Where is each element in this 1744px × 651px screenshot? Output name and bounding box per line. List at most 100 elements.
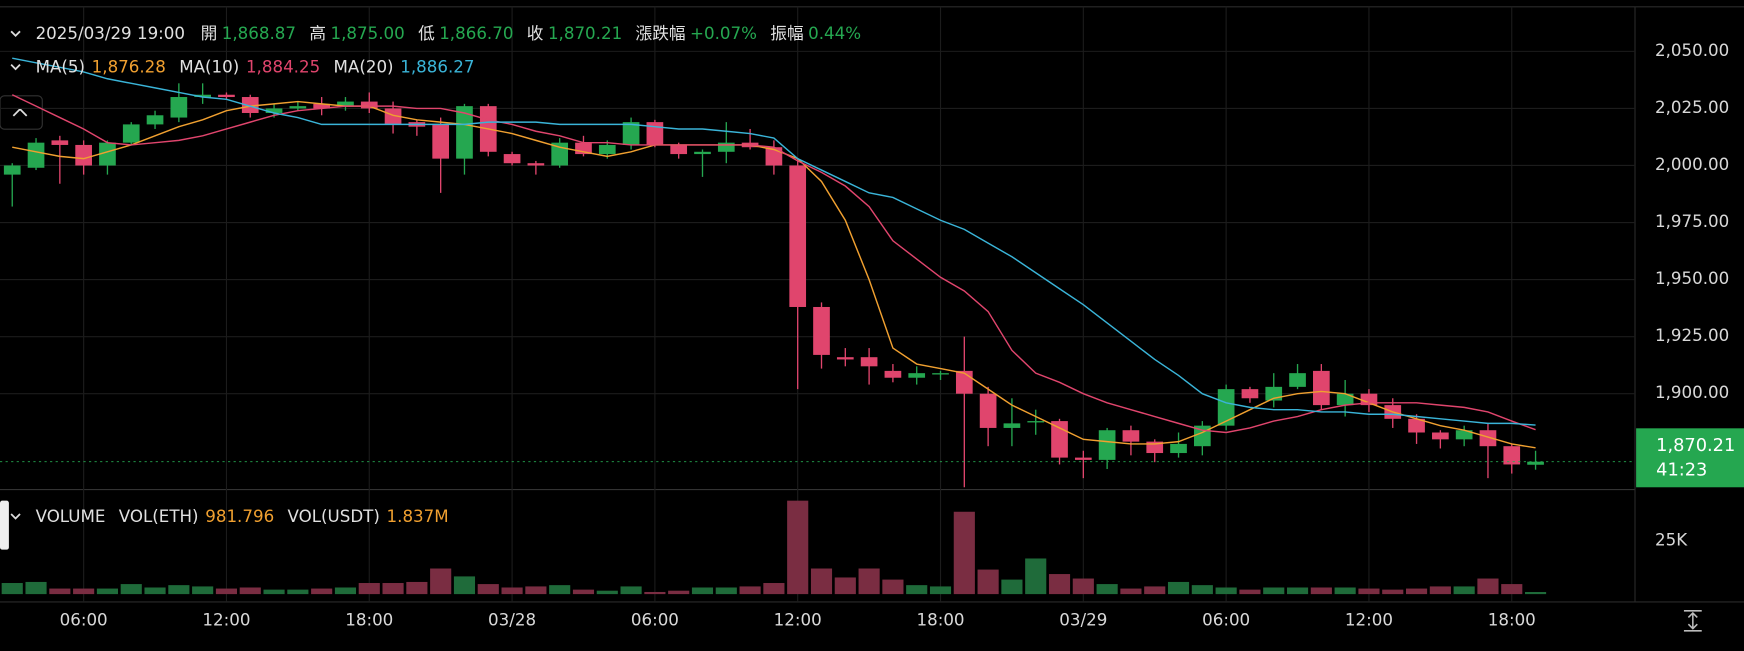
header-value: 1,875.00 <box>330 24 404 43</box>
candle-body <box>313 103 331 109</box>
volume-bar <box>977 569 999 595</box>
x-tick-label: 12:00 <box>202 610 250 629</box>
volume-bar <box>1310 587 1332 595</box>
volume-bar <box>25 581 47 595</box>
volume-bar <box>501 587 523 595</box>
volume-bar <box>49 588 71 595</box>
x-tick-label: 06:00 <box>631 610 679 629</box>
volume-bar <box>453 576 476 595</box>
header-value: +0.07% <box>690 24 757 43</box>
volume-bar <box>311 588 333 595</box>
volume-bar <box>477 584 499 595</box>
volume-bar <box>525 586 547 595</box>
collapse-icon[interactable] <box>10 64 21 71</box>
candle-body <box>265 108 283 113</box>
volume-bar <box>287 589 309 595</box>
candle-body <box>1003 423 1021 428</box>
volume-bar <box>1072 578 1094 595</box>
header-label: 振幅 <box>770 24 803 43</box>
ma-line <box>12 57 1536 426</box>
candle-body <box>836 357 854 360</box>
candle-body <box>884 370 902 378</box>
volume-bar <box>1524 592 1547 595</box>
volume-bar <box>834 577 856 595</box>
candle-body <box>908 373 926 378</box>
volume-bar <box>73 588 95 595</box>
candle-body <box>1479 430 1497 447</box>
x-tick-label: 03/29 <box>1059 610 1107 629</box>
candle-body <box>1336 393 1354 406</box>
candle-body <box>1313 370 1330 406</box>
volume-bar <box>715 587 737 595</box>
candle-body <box>1217 389 1235 426</box>
volume-bar <box>953 511 975 595</box>
volume-bar <box>430 568 452 595</box>
last-price-label: 1,870.21 <box>1656 435 1735 456</box>
volume-bar <box>596 590 618 595</box>
volume-bar <box>1477 578 1499 595</box>
header-value: 1,866.70 <box>439 24 513 43</box>
volume-bar <box>763 583 785 595</box>
volume-bar <box>1239 589 1261 595</box>
volume-bar <box>1 583 23 595</box>
candle-body <box>241 97 259 113</box>
volume-tick-label: 25K <box>1655 530 1688 549</box>
volume-bar <box>572 589 595 595</box>
volume-bar <box>1501 584 1523 595</box>
toggle-icon <box>12 107 28 117</box>
volume-bar <box>334 587 357 595</box>
volume-bar <box>787 500 809 595</box>
volume-bar <box>144 587 166 595</box>
legend-name: MA(5) <box>36 58 85 77</box>
candle-body <box>955 370 973 394</box>
header-label: 漲跌幅 <box>636 24 686 43</box>
legend-value: 1,884.25 <box>246 58 320 77</box>
candle-body <box>1455 430 1473 440</box>
volume-bar <box>263 589 285 595</box>
header-label: 開 <box>201 24 218 43</box>
volume-bar <box>1096 584 1118 595</box>
candle-body <box>860 357 878 367</box>
toggle-button[interactable] <box>0 95 43 130</box>
candle-body <box>289 106 307 109</box>
header-value: 0.44% <box>808 24 861 43</box>
volume-bar <box>1167 581 1190 595</box>
candle-body <box>384 108 402 125</box>
candle-body <box>122 124 140 143</box>
x-tick-label: 18:00 <box>916 610 964 629</box>
candle-body <box>932 373 949 375</box>
candle-body <box>1360 393 1378 406</box>
candle-body <box>99 142 116 166</box>
volume-bar <box>1382 589 1404 595</box>
x-tick-label: 06:00 <box>1202 610 1250 629</box>
x-tick-label: 06:00 <box>60 610 108 629</box>
x-tick-label: 18:00 <box>1488 610 1536 629</box>
y-tick-label: 2,025.00 <box>1655 98 1729 117</box>
volume-label: VOL(USDT) <box>288 507 380 526</box>
collapse-icon[interactable] <box>10 30 21 38</box>
candle-body <box>1241 389 1259 399</box>
volume-title: VOLUME <box>36 507 106 526</box>
volume-bar <box>1048 574 1071 595</box>
volume-bar <box>1120 588 1142 595</box>
last-price-tag <box>1636 428 1744 488</box>
fit-icon[interactable] <box>1683 610 1702 632</box>
volume-bar <box>810 568 833 595</box>
candle-body <box>146 115 164 125</box>
volume-bar <box>1001 579 1023 595</box>
volume-label: VOL(ETH) <box>119 507 199 526</box>
volume-bar <box>239 587 261 595</box>
volume-value: 981.796 <box>205 507 274 526</box>
volume-bars <box>1 500 1547 595</box>
side-tab[interactable] <box>0 500 9 550</box>
volume-bar <box>1191 585 1213 595</box>
candle-body <box>1527 461 1544 465</box>
volume-bar <box>858 568 880 595</box>
collapse-icon[interactable] <box>10 513 21 520</box>
ma-line <box>11 94 1536 434</box>
volume-bar <box>906 585 928 595</box>
header-time: 2025/03/29 19:00 <box>36 24 185 43</box>
candle-body <box>670 144 688 155</box>
volume-bar <box>691 587 714 595</box>
